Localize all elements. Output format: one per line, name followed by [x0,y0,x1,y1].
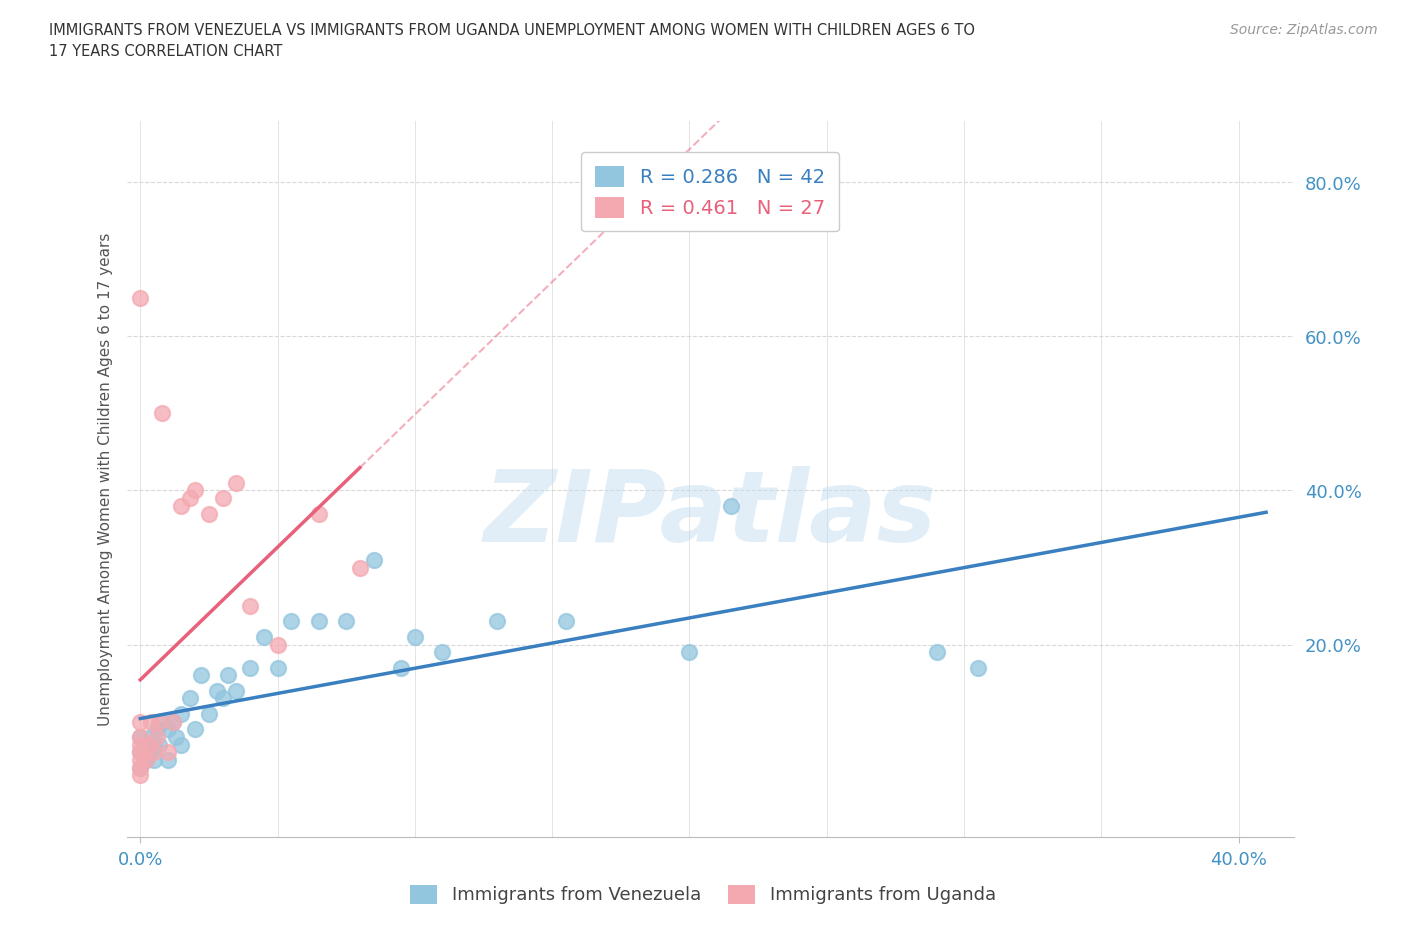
Point [925,644,948,659]
Point [335,614,357,629]
Point [141,729,163,744]
Point [156,752,179,767]
Point [129,729,152,744]
Point [266,660,288,675]
Point [184,483,207,498]
Point [678,644,700,659]
Point [150,714,173,729]
Text: IMMIGRANTS FROM VENEZUELA VS IMMIGRANTS FROM UGANDA UNEMPLOYMENT AMONG WOMEN WIT: IMMIGRANTS FROM VENEZUELA VS IMMIGRANTS … [49,23,976,60]
Legend: R = 0.286   N = 42, R = 0.461   N = 27: R = 0.286 N = 42, R = 0.461 N = 27 [582,153,838,232]
Point [165,729,187,744]
Point [143,737,166,752]
Point [966,660,988,675]
Point [225,684,247,698]
Point [135,752,157,767]
Point [225,475,247,490]
Point [554,614,576,629]
Point [129,729,152,744]
Point [143,745,166,760]
Point [129,760,152,775]
Point [145,729,167,744]
Point [150,406,173,421]
Point [129,737,152,752]
Point [432,644,454,659]
Point [148,737,170,752]
Point [280,614,302,629]
Point [170,498,193,513]
Point [205,684,228,698]
Text: Source: ZipAtlas.com: Source: ZipAtlas.com [1230,23,1378,37]
Legend: Immigrants from Venezuela, Immigrants from Uganda: Immigrants from Venezuela, Immigrants fr… [404,877,1002,911]
Point [389,660,412,675]
Point [129,752,152,767]
Point [138,737,160,752]
Y-axis label: Unemployment Among Women with Children Ages 6 to 17 years: Unemployment Among Women with Children A… [97,232,112,725]
Point [190,668,212,683]
Point [198,707,221,722]
Point [135,752,157,767]
Point [266,637,288,652]
Point [135,737,157,752]
Point [129,714,152,729]
Point [162,714,184,729]
Point [129,768,152,783]
Point [363,552,385,567]
Point [170,737,193,752]
Point [308,614,330,629]
Point [239,599,262,614]
Point [253,630,276,644]
Point [486,614,509,629]
Point [179,691,201,706]
Point [141,714,163,729]
Point [217,668,239,683]
Point [145,722,167,737]
Point [138,745,160,760]
Point [198,506,221,521]
Point [129,745,152,760]
Point [129,290,152,305]
Point [404,630,426,644]
Point [170,707,193,722]
Point [179,491,201,506]
Point [720,498,742,513]
Point [239,660,262,675]
Point [129,760,152,775]
Point [156,722,179,737]
Point [162,714,184,729]
Point [184,722,207,737]
Point [143,752,166,767]
Text: ZIPatlas: ZIPatlas [484,466,936,564]
Point [129,745,152,760]
Point [211,691,233,706]
Point [156,745,179,760]
Point [148,714,170,729]
Point [308,506,330,521]
Point [349,560,371,575]
Point [211,491,233,506]
